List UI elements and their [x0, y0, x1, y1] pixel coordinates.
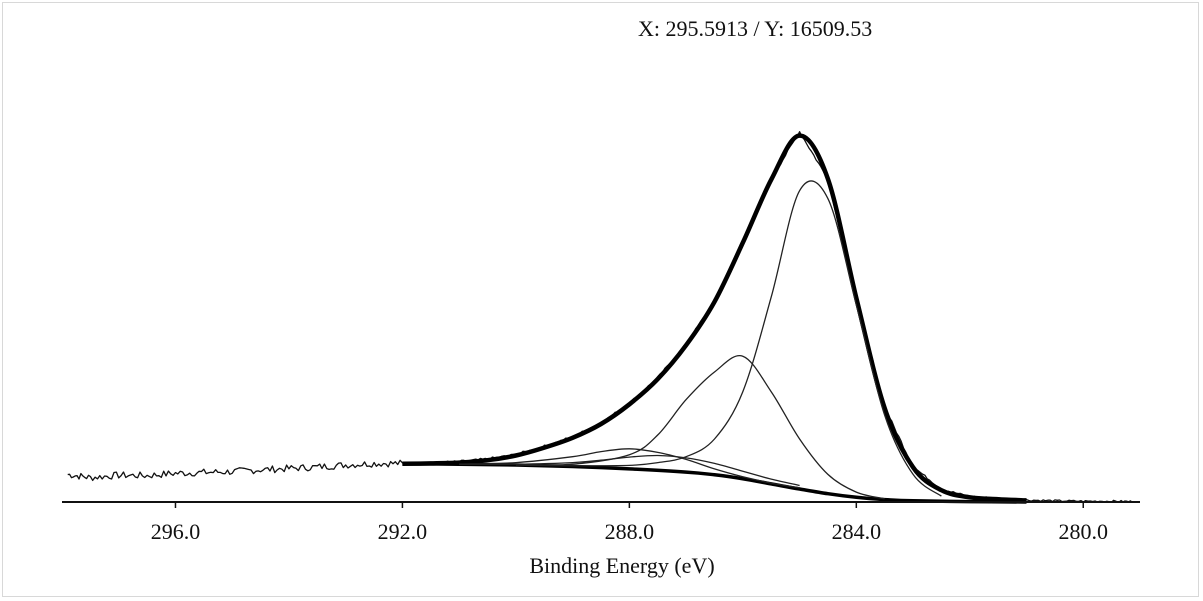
x-tick-label: 292.0 — [378, 519, 428, 544]
series-layer — [67, 131, 1135, 504]
series-component-4 — [459, 454, 800, 487]
series-component-3 — [459, 448, 800, 489]
x-axis-ticks: 296.0 292.0 288.0 284.0 280.0 — [151, 502, 1108, 544]
series-component-1 — [515, 180, 942, 497]
x-tick-label: 296.0 — [151, 519, 201, 544]
cursor-coordinate-readout: X: 295.5913 / Y: 16509.53 — [638, 16, 873, 41]
x-tick-label: 280.0 — [1059, 519, 1109, 544]
series-raw-data — [67, 131, 1135, 504]
series-component-2 — [515, 354, 885, 500]
x-axis-label: Binding Energy (eV) — [529, 553, 714, 578]
series-envelope — [402, 133, 1027, 503]
x-tick-label: 284.0 — [832, 519, 882, 544]
x-tick-label: 288.0 — [605, 519, 655, 544]
